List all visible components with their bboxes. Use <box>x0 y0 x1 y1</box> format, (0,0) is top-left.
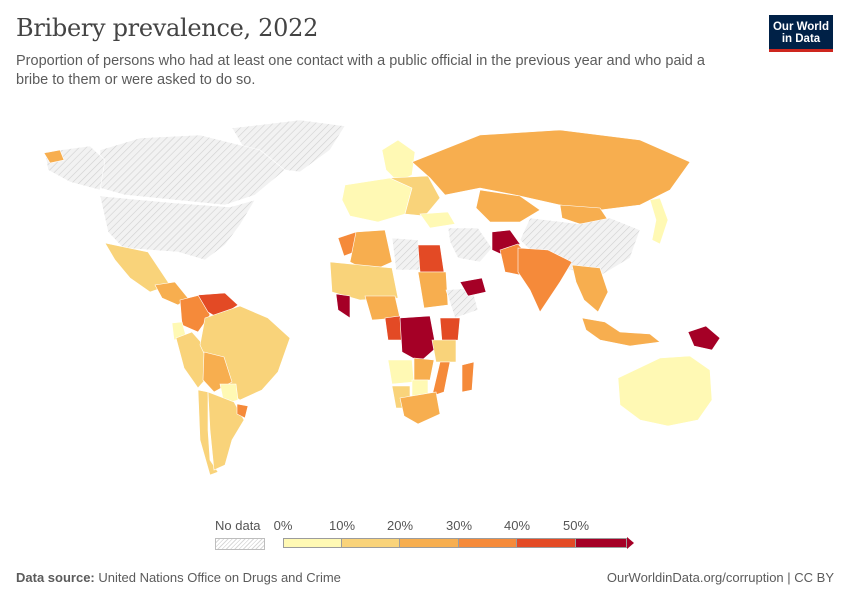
region-uruguay[interactable] <box>236 403 249 419</box>
region-zambia[interactable] <box>413 357 435 381</box>
region-tanzania[interactable] <box>431 339 457 363</box>
chart-subtitle: Proportion of persons who had at least o… <box>16 53 705 88</box>
world-map <box>43 119 721 476</box>
region-madagascar[interactable] <box>461 361 475 393</box>
logo-line-1: Our World <box>772 21 829 33</box>
owid-logo[interactable]: Our World in Data <box>769 15 833 52</box>
region-iceland[interactable] <box>43 149 65 164</box>
region-angola[interactable] <box>387 359 415 385</box>
region-south-africa[interactable] <box>399 391 441 425</box>
region-libya[interactable] <box>391 237 421 271</box>
region-australia[interactable] <box>617 355 713 427</box>
legend-tick-0: 0% <box>273 518 293 533</box>
region-canada[interactable] <box>99 134 286 206</box>
region-papua-new-guinea[interactable] <box>687 325 721 351</box>
map-legend: No data 0% 10% 20% 30% 40% 50% <box>0 512 850 552</box>
region-argentina[interactable] <box>207 391 245 471</box>
legend-no-data-label: No data <box>215 518 261 533</box>
legend-tick-30: 30% <box>445 518 473 533</box>
region-russia[interactable] <box>411 129 691 211</box>
region-sudan[interactable] <box>417 271 449 309</box>
region-japan[interactable] <box>649 197 669 245</box>
data-source-text: United Nations Office on Drugs and Crime <box>98 570 341 585</box>
legend-no-data-swatch <box>215 538 265 550</box>
legend-bin-0-10[interactable] <box>283 538 342 548</box>
region-turkey[interactable] <box>419 211 456 229</box>
legend-bin-20-30[interactable] <box>400 538 459 548</box>
source-link[interactable]: OurWorldinData.org/corruption | CC BY <box>606 570 834 585</box>
legend-bin-40-50[interactable] <box>517 538 576 548</box>
region-india[interactable] <box>517 247 573 313</box>
region-sierra-leone-and-liberia[interactable] <box>335 293 351 319</box>
region-scandinavia[interactable] <box>381 139 416 183</box>
region-iran[interactable] <box>447 227 493 263</box>
region-kenya[interactable] <box>439 317 461 343</box>
data-source-label: Data source: <box>16 570 95 585</box>
legend-tick-40: 40% <box>503 518 531 533</box>
region-kazakhstan[interactable] <box>475 189 541 223</box>
region-dr-congo[interactable] <box>399 315 437 363</box>
legend-tick-50: 50% <box>562 518 590 533</box>
legend-tick-10: 10% <box>328 518 356 533</box>
logo-line-2: in Data <box>781 33 821 45</box>
data-source: Data source: United Nations Office on Dr… <box>16 570 341 585</box>
region-southeast-asia[interactable] <box>571 264 609 313</box>
legend-tick-20: 20% <box>386 518 414 533</box>
region-mozambique[interactable] <box>431 361 451 397</box>
legend-bin-10-20[interactable] <box>342 538 400 548</box>
region-egypt[interactable] <box>417 244 445 273</box>
region-indonesia[interactable] <box>581 317 661 347</box>
legend-bin-30-40[interactable] <box>459 538 517 548</box>
legend-arrow <box>627 537 634 549</box>
chart-title: Bribery prevalence, 2022 <box>16 14 319 42</box>
region-yemen[interactable] <box>459 277 487 297</box>
region-western-europe[interactable] <box>341 177 413 223</box>
legend-bin-50-plus[interactable] <box>576 538 627 548</box>
region-united-states[interactable] <box>99 195 256 261</box>
